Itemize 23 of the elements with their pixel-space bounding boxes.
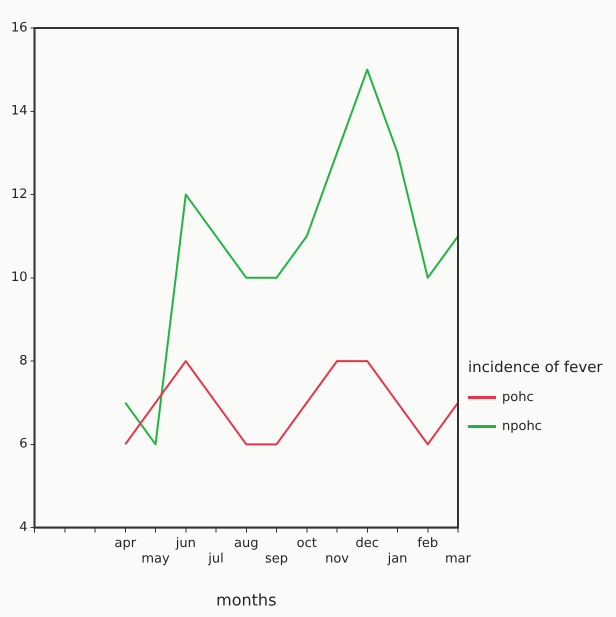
y-tick-label: 10 [10, 270, 28, 286]
x-tick-label: jun [174, 536, 196, 551]
x-tick-label: jan [386, 551, 408, 566]
x-tick-label: nov [325, 551, 350, 566]
y-tick-label: 6 [19, 436, 28, 452]
x-tick-label: jul [207, 551, 224, 566]
x-tick-label: dec [356, 536, 379, 551]
legend-label: pohc [502, 390, 534, 405]
x-tick-label: may [141, 551, 170, 566]
y-tick-label: 14 [10, 104, 28, 119]
x-tick-label: feb [417, 536, 438, 551]
x-tick-label: aug [234, 536, 259, 551]
x-tick-label: oct [296, 536, 317, 551]
x-tick-label: mar [445, 551, 472, 566]
legend-label: npohc [502, 419, 542, 434]
legend-title: incidence of fever [468, 358, 603, 376]
y-tick-label: 4 [19, 520, 28, 535]
y-tick-label: 8 [19, 353, 28, 368]
x-tick-label: apr [114, 536, 137, 551]
x-tick-label: sep [265, 551, 288, 566]
y-tick-label: 12 [10, 186, 28, 202]
y-tick-label: 16 [10, 20, 28, 36]
x-axis-title: months [216, 590, 276, 610]
